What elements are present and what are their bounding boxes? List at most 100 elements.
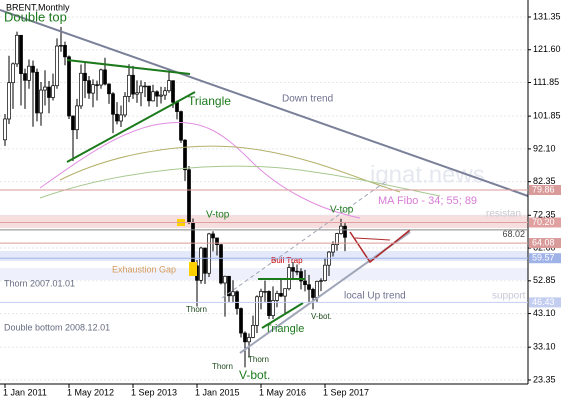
candle-body	[167, 80, 171, 92]
candle-body	[255, 296, 259, 326]
candle-body	[311, 289, 315, 298]
candle-body	[299, 271, 303, 282]
chart-title: BRENT,Monthly	[6, 2, 70, 12]
level-label: 79.86	[532, 184, 555, 194]
level-label-box	[529, 185, 561, 196]
candle-body	[99, 69, 103, 86]
candle-body	[31, 65, 35, 73]
candle-body	[55, 45, 59, 87]
candle-body	[307, 284, 311, 290]
projection	[354, 237, 391, 241]
candle-body	[23, 73, 27, 81]
moving-average	[39, 165, 441, 199]
candle-body	[219, 244, 223, 284]
candle-body	[231, 291, 235, 297]
candle-body	[135, 92, 139, 95]
candle-body	[319, 280, 323, 282]
candle-body	[295, 270, 299, 273]
y-tick-label: 33.10	[533, 342, 556, 352]
level-label: 64.08	[532, 237, 555, 247]
annotation: Triangle	[188, 94, 231, 108]
annotation: Triangle	[265, 323, 304, 335]
triangle-line	[261, 302, 304, 329]
candle-body	[47, 86, 51, 98]
candle-body	[75, 105, 79, 131]
y-tick-label: 101.85	[533, 110, 561, 120]
candle-body	[7, 82, 11, 120]
annotation: support	[492, 291, 526, 302]
candle-body	[175, 101, 179, 112]
annotation: Bull Trap	[271, 256, 303, 265]
annotation: resistan	[486, 209, 521, 220]
x-tick-label: 1 Sep 2013	[131, 387, 177, 397]
candle-body	[51, 85, 55, 98]
candle-body	[275, 293, 279, 301]
x-tick-label: 1 Jan 2015	[195, 387, 240, 397]
y-tick-label: 72.35	[533, 210, 556, 220]
y-tick-label: 43.10	[533, 308, 556, 318]
candle-body	[279, 293, 283, 297]
triangle-line	[66, 59, 191, 75]
triangle-line	[66, 91, 196, 163]
x-tick-label: 1 May 2012	[67, 387, 114, 397]
annotation: V-bot.	[239, 368, 270, 382]
candle-body	[315, 280, 319, 298]
channel-line	[221, 181, 386, 299]
candle-body	[71, 115, 75, 131]
candle-body	[79, 72, 83, 107]
candle-body	[83, 72, 87, 82]
support-zone	[0, 268, 528, 280]
candle-body	[207, 233, 211, 274]
candle-body	[331, 244, 335, 253]
annotation: Thorn	[248, 355, 269, 364]
y-tick-label: 92.10	[533, 143, 556, 153]
candle-body	[179, 111, 183, 141]
candle-body	[15, 34, 19, 65]
annotation: Double top	[4, 9, 67, 24]
candle-body	[223, 275, 227, 284]
y-tick-label: 121.60	[533, 44, 561, 54]
level-label: 59.57	[532, 253, 555, 263]
candle-body	[119, 114, 123, 122]
candle-body	[139, 85, 143, 94]
candle-body	[323, 264, 327, 281]
candle-body	[183, 139, 187, 171]
moving-average	[39, 122, 361, 219]
candle-body	[243, 332, 247, 343]
support-zone	[0, 251, 528, 261]
candle-body	[123, 96, 127, 116]
level-label: 70.20	[532, 217, 555, 227]
candle-body	[291, 267, 295, 272]
candle-body	[163, 90, 167, 96]
candle-body	[263, 291, 267, 293]
candle-body	[211, 233, 215, 239]
candle-body	[215, 237, 219, 246]
annotation: Down trend	[282, 94, 333, 105]
annotation: MA Fibo - 34; 55; 89	[378, 195, 477, 207]
candle-body	[111, 93, 115, 115]
candle-body	[3, 118, 7, 141]
level-label-box	[529, 297, 561, 308]
x-tick-label: 1 Jan 2011	[3, 387, 47, 397]
candle-body	[199, 247, 203, 281]
candle-body	[87, 80, 91, 94]
candle-body	[191, 222, 195, 267]
candle-body	[235, 291, 239, 309]
candle-body	[239, 308, 243, 334]
level-label: 68.02	[502, 229, 525, 239]
candle-body	[103, 69, 107, 85]
level-label-box	[529, 217, 561, 228]
candle-body	[91, 84, 95, 94]
annotation: Exhaustion Gap	[112, 264, 176, 274]
x-tick-label: 1 Sep 2017	[323, 387, 369, 397]
gap-marker	[189, 262, 197, 276]
candle-body	[151, 91, 155, 102]
y-tick-label: 23.35	[533, 374, 556, 384]
candle-body	[247, 337, 251, 343]
annotation: V-top	[330, 205, 354, 216]
candle-body	[227, 275, 231, 297]
annotation: Thorn	[212, 362, 233, 371]
annotation: V-top	[206, 210, 230, 221]
